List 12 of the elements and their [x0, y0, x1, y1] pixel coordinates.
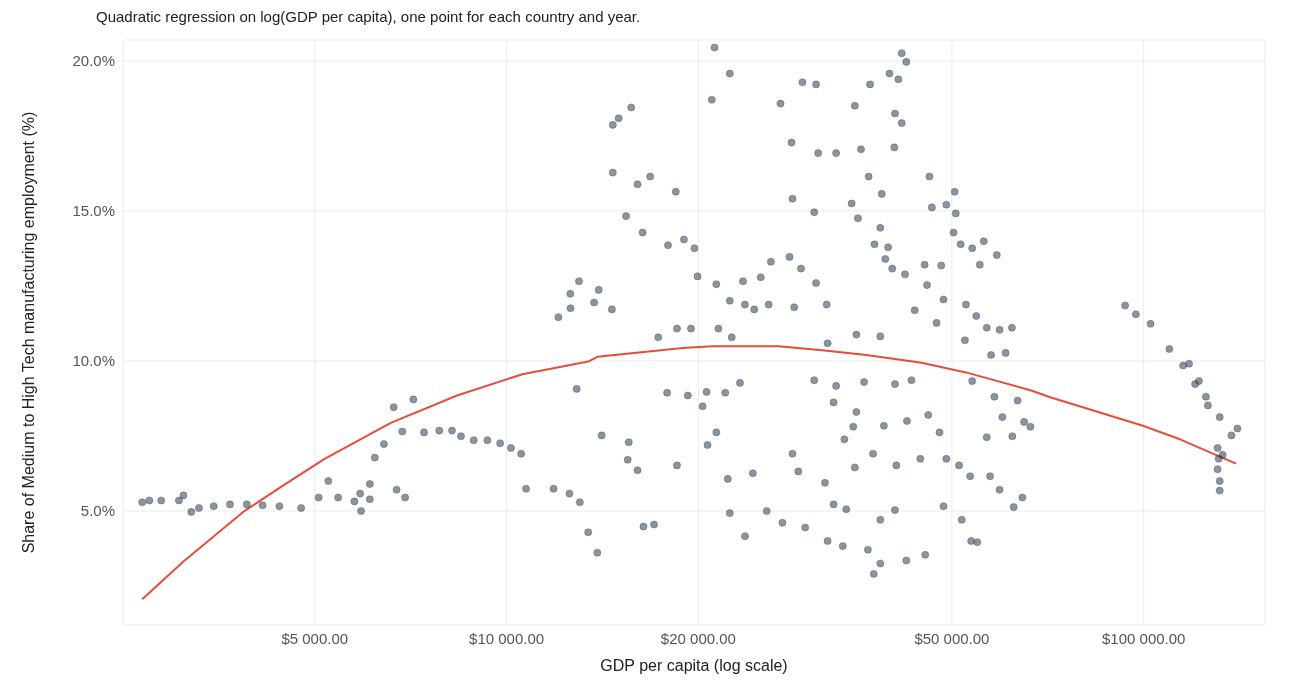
y-tick-label: 10.0%	[72, 352, 115, 370]
y-tick-label: 5.0%	[80, 502, 115, 520]
x-tick-label: $5 000.00	[281, 629, 349, 647]
x-tick-label: $10 000.00	[469, 629, 545, 647]
x-tick-label: $100 000.00	[1102, 629, 1186, 647]
y-tick-label: 15.0%	[72, 202, 115, 220]
y-tick-label: 20.0%	[72, 52, 115, 70]
x-tick-label: $20 000.00	[660, 629, 736, 647]
x-axis-title: GDP per capita (log scale)	[600, 657, 788, 674]
chart-subtitle: Quadratic regression on log(GDP per capita), one point for each country and year.	[95, 8, 642, 27]
x-tick-label: $50 000.00	[914, 629, 990, 647]
y-axis-title: Share of Medium to High Tech manufacturing employment (%)	[19, 111, 37, 554]
